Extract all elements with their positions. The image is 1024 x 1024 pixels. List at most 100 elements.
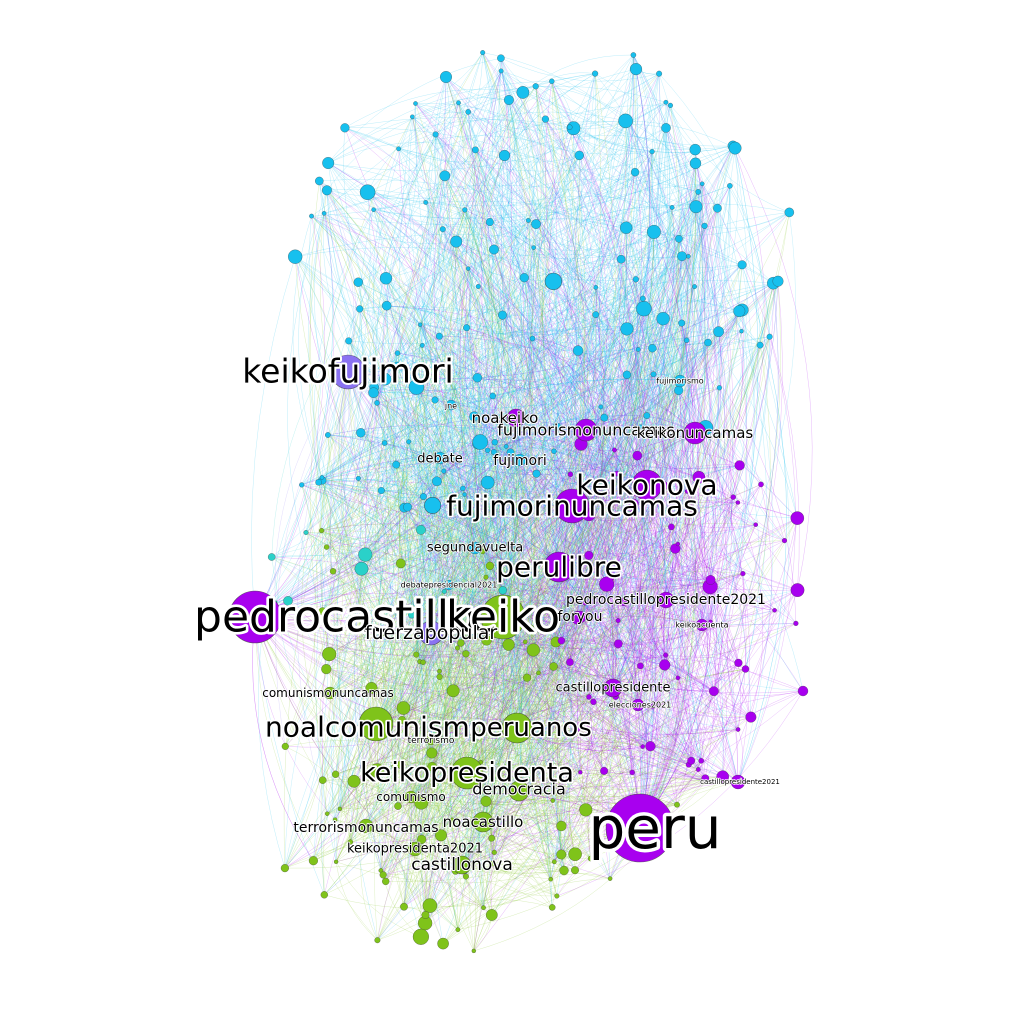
- edge: [294, 256, 392, 771]
- edge: [434, 395, 493, 628]
- edge: [455, 241, 483, 417]
- edge: [500, 57, 660, 82]
- edge: [313, 670, 440, 861]
- edge: [432, 505, 562, 855]
- edge: [401, 449, 615, 721]
- edge: [324, 184, 705, 227]
- graph-node: [318, 776, 327, 785]
- edge: [555, 484, 762, 643]
- edge: [671, 526, 728, 777]
- edge: [301, 314, 503, 486]
- edge: [658, 73, 770, 337]
- edge: [515, 555, 590, 729]
- edge: [487, 482, 678, 805]
- edge: [367, 192, 464, 489]
- edge: [326, 190, 562, 641]
- edge: [271, 426, 641, 558]
- edge: [677, 677, 693, 765]
- edge: [492, 70, 525, 278]
- edge: [502, 54, 634, 316]
- edge: [421, 573, 743, 803]
- edge: [580, 602, 599, 773]
- edge: [466, 327, 638, 456]
- edge: [729, 185, 764, 346]
- edge: [344, 127, 680, 239]
- edge: [275, 602, 440, 678]
- edge: [665, 102, 790, 213]
- edge: [301, 76, 447, 486]
- edge: [284, 224, 537, 869]
- edge: [439, 473, 537, 672]
- edge: [577, 331, 742, 618]
- edge: [677, 496, 734, 678]
- edge: [318, 478, 424, 497]
- edge: [464, 209, 653, 349]
- edge: [492, 395, 624, 602]
- edge: [332, 571, 643, 747]
- edge: [424, 127, 669, 924]
- edge: [445, 76, 785, 541]
- edge: [271, 556, 494, 864]
- edge: [674, 484, 762, 805]
- edge: [468, 111, 700, 478]
- edge: [661, 323, 689, 486]
- edge: [327, 434, 492, 839]
- edge: [373, 209, 554, 282]
- edge: [439, 335, 679, 545]
- edge: [653, 231, 798, 519]
- edge: [626, 172, 688, 492]
- edge: [436, 99, 517, 482]
- edge: [468, 268, 579, 618]
- edge: [704, 212, 790, 229]
- edge: [400, 517, 672, 564]
- graph-node: [612, 447, 617, 453]
- graph-node: [554, 893, 560, 899]
- edge: [559, 331, 719, 855]
- edge: [313, 148, 428, 861]
- edge: [400, 494, 465, 564]
- edge: [517, 509, 702, 761]
- edge: [570, 474, 614, 502]
- graph-node: [645, 741, 656, 752]
- edge: [642, 298, 696, 808]
- edge: [425, 202, 645, 309]
- edge: [344, 127, 597, 315]
- edge: [327, 434, 481, 763]
- label-fujimori: fujimori: [493, 453, 546, 469]
- graph-node: [727, 182, 733, 189]
- edge: [544, 322, 682, 908]
- graph-node: [636, 301, 652, 317]
- edge: [386, 305, 444, 472]
- edge: [688, 573, 744, 765]
- edge: [475, 149, 558, 427]
- edge: [633, 185, 731, 504]
- edge: [339, 415, 648, 809]
- edge: [552, 706, 653, 801]
- edge: [396, 365, 665, 665]
- edge: [431, 732, 702, 762]
- edge: [392, 488, 464, 807]
- edge: [561, 497, 734, 855]
- edge: [439, 676, 565, 871]
- edge: [398, 148, 505, 163]
- graph-node: [355, 475, 361, 481]
- edge: [653, 374, 694, 808]
- edge: [401, 377, 483, 721]
- graph-node: [620, 322, 634, 336]
- graph-node: [532, 469, 541, 478]
- graph-node: [471, 948, 476, 954]
- label-foryou: foryou: [558, 609, 603, 625]
- edge: [353, 654, 666, 782]
- edge: [670, 105, 770, 337]
- edge: [371, 670, 440, 689]
- edge: [411, 614, 739, 730]
- edge: [611, 566, 798, 591]
- edge: [439, 577, 487, 672]
- edge: [397, 352, 478, 378]
- graph-node: [526, 643, 540, 657]
- graph-node: [436, 673, 443, 680]
- edge: [444, 590, 619, 645]
- graph-node: [446, 684, 460, 698]
- graph-node: [620, 221, 633, 234]
- edge: [301, 484, 637, 519]
